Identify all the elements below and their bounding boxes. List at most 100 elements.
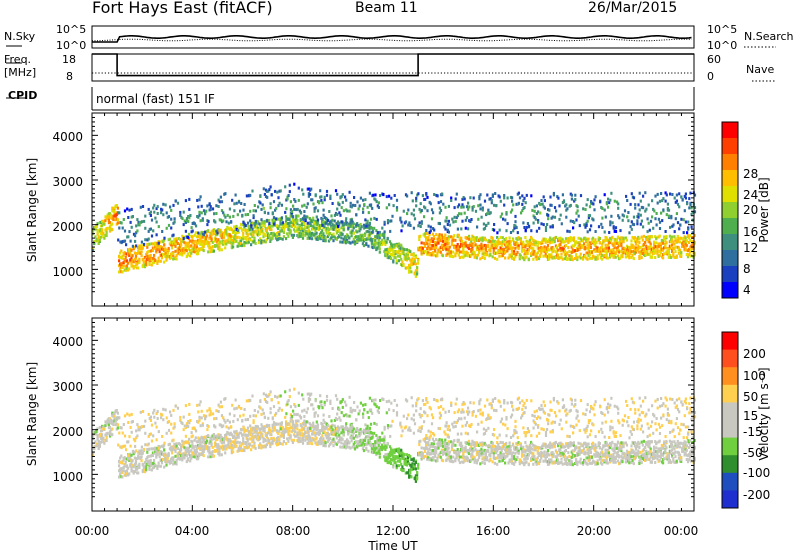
scatter-cell [126,207,129,211]
scatter-cell [419,225,422,228]
scatter-cell [315,227,318,230]
scatter-cell [123,229,127,233]
scatter-cell [92,228,95,232]
scatter-cell [321,427,324,431]
scatter-cell [639,252,642,256]
scatter-cell [460,205,463,209]
scatter-cell [352,231,355,235]
scatter-cell [322,444,325,448]
scatter-cell [571,258,574,262]
scatter-cell [185,450,188,454]
scatter-cell [368,221,371,225]
scatter-cell [421,194,424,198]
scatter-cell [305,205,308,209]
scatter-cell [438,247,441,251]
scatter-cell [122,469,125,473]
scatter-cell [263,429,266,433]
scatter-cell [151,246,154,250]
scatter-cell [309,423,312,427]
scatter-cell [609,241,612,245]
scatter-cell [111,222,114,226]
scatter-cell [684,220,687,224]
scatter-cell [422,241,425,245]
scatter-cell [611,221,614,225]
scatter-cell [277,230,280,234]
scatter-cell [689,201,692,205]
scatter-cell [329,237,332,241]
scatter-cell [558,256,561,260]
scatter-cell [482,247,485,251]
scatter-cell [205,209,208,213]
scatter-cell [353,447,357,451]
scatter-cell [665,235,668,239]
scatter-cell [129,463,132,467]
scatter-cell [211,453,214,457]
scatter-cell [362,244,366,248]
scatter-cell [209,250,212,254]
scatter-cell [155,233,158,237]
scatter-cell [536,251,539,255]
scatter-cell [286,224,289,228]
scatter-cell [353,196,356,199]
scatter-cell [440,243,443,247]
scatter-cell [576,258,579,262]
scatter-cell [130,207,133,211]
scatter-cell [256,220,259,224]
scatter-cell [609,198,612,202]
scatter-cell [257,241,261,245]
scatter-cell [175,462,178,466]
scatter-cell [120,221,123,225]
nsky-tick-top: 10^5 [56,23,87,36]
scatter-cell [121,460,124,463]
scatter-cell [246,228,249,232]
scatter-cell [686,255,690,259]
scatter-cell [432,247,436,251]
scatter-cell [526,241,529,245]
scatter-cell [378,455,381,459]
scatter-cell [161,230,164,233]
scatter-cell [195,249,198,253]
scatter-cell [533,243,536,247]
scatter-cell [322,239,325,243]
scatter-cell [555,251,559,255]
scatter-cell [176,457,179,461]
scatter-cell [347,234,350,238]
scatter-cell [525,225,528,229]
scatter-cell [650,255,653,259]
scatter-cell [195,242,198,246]
scatter-cell [658,253,661,257]
scatter-cell [293,182,296,186]
scatter-cell [584,245,587,249]
scatter-cell [321,440,324,444]
scatter-cell [682,243,685,247]
scatter-cell [321,425,324,429]
scatter-cell [446,252,449,256]
scatter-cell [668,234,671,238]
scatter-cell [685,253,688,256]
scatter-cell [446,223,449,226]
scatter-cell [137,451,140,455]
scatter-cell [689,250,692,254]
scatter-cell [450,239,454,243]
scatter-cell [340,436,343,440]
scatter-cell [536,240,539,244]
scatter-cell [130,453,133,457]
scatter-cell [438,236,441,239]
scatter-cell [541,202,544,206]
scatter-cell [149,210,152,214]
scatter-cell [156,248,159,252]
scatter-cell [215,244,218,248]
scatter-cell [281,229,284,233]
scatter-cell [576,205,579,209]
scatter-cell [304,438,307,442]
scatter-cell [141,463,144,467]
scatter-cell [254,241,257,245]
scatter-cell [164,453,167,457]
scatter-cell [461,197,464,201]
scatter-cell [533,241,536,245]
scatter-cell [544,252,547,256]
scatter-cell [124,252,127,256]
scatter-cell [425,236,428,240]
scatter-cell [280,203,283,207]
